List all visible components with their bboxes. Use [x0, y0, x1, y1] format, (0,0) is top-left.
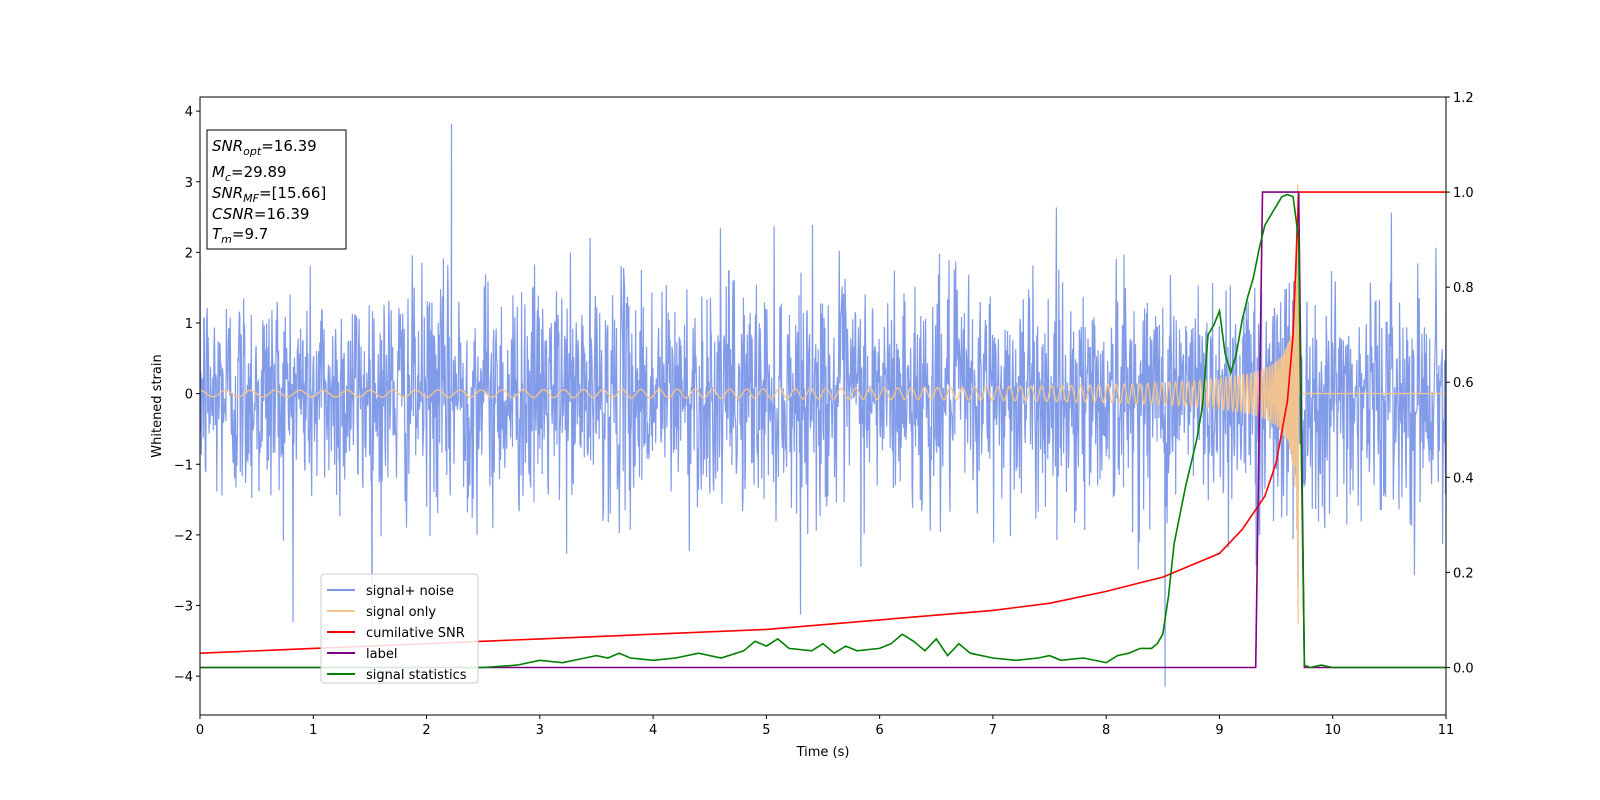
x-axis-label: Time (s) [796, 745, 850, 760]
x-tick: 2 [422, 715, 431, 738]
x-tick: 4 [649, 715, 657, 738]
y-tick: −2 [174, 529, 200, 544]
x-tick: 9 [1215, 715, 1224, 738]
legend-label: signal statistics [366, 668, 467, 683]
x-tick: 6 [875, 715, 884, 738]
x-tick-label: 11 [1438, 723, 1455, 738]
legend-label: cumilative SNR [366, 626, 465, 641]
legend-item: signal only [327, 605, 436, 620]
y2-tick: 1.0 [1446, 186, 1474, 201]
y2-tick: 1.2 [1446, 91, 1474, 106]
y-tick: 2 [185, 246, 200, 261]
y-tick: −4 [174, 670, 200, 685]
x-tick: 8 [1102, 715, 1110, 738]
x-tick-label: 2 [422, 723, 430, 738]
series-signal-statistics [200, 193, 1446, 669]
y2-tick: 0.2 [1446, 566, 1474, 581]
x-tick-label: 10 [1324, 723, 1341, 738]
info-box: SNRopt=16.39 Mc=29.89 SNRMF=[15.66] CSNR… [206, 129, 347, 250]
info-mc: Mc=29.89 [212, 163, 287, 184]
info-snr-opt: SNRopt=16.39 [212, 137, 317, 158]
y-tick: 1 [185, 317, 200, 332]
y-tick-label: −1 [174, 458, 193, 473]
x-tick-label: 1 [309, 723, 317, 738]
y-tick: 3 [185, 176, 200, 191]
y2-tick-label: 0.8 [1453, 281, 1474, 296]
legend-item: cumilative SNR [327, 626, 465, 641]
y2-tick: 0.8 [1446, 281, 1474, 296]
y-tick: 0 [185, 388, 200, 403]
y2-tick-label: 0.6 [1453, 376, 1474, 391]
legend-item: signal+ noise [327, 584, 454, 599]
legend-label: signal+ noise [366, 584, 454, 599]
x-tick-label: 6 [875, 723, 883, 738]
legend-label: signal only [366, 605, 436, 620]
x-tick-label: 9 [1215, 723, 1223, 738]
y2-tick-label: 0.4 [1453, 471, 1474, 486]
info-tm: Tm=9.7 [212, 225, 268, 246]
legend-item: signal statistics [327, 668, 467, 683]
x-tick-label: 8 [1102, 723, 1110, 738]
legend-label: label [366, 647, 397, 662]
info-snr-mf: SNRMF=[15.66] [212, 184, 326, 205]
x-tick: 7 [989, 715, 997, 738]
series-cumulative-snr [200, 191, 1446, 654]
y2-tick-label: 1.2 [1453, 91, 1474, 106]
y2-tick: 0.4 [1446, 471, 1474, 486]
plot-frame [199, 96, 1447, 716]
x-tick-label: 5 [762, 723, 770, 738]
y-tick-label: 4 [185, 105, 193, 120]
x-tick: 3 [536, 715, 544, 738]
x-tick-label: 3 [536, 723, 544, 738]
y-tick-label: 1 [185, 317, 193, 332]
series-label [200, 191, 1446, 669]
x-tick-label: 0 [196, 723, 204, 738]
y-tick-label: 0 [185, 388, 193, 403]
y2-tick: 0.0 [1446, 661, 1474, 676]
y-tick: −1 [174, 458, 200, 473]
y-tick-label: 2 [185, 246, 193, 261]
y-tick-label: −3 [174, 600, 193, 615]
y2-tick-label: 0.2 [1453, 566, 1474, 581]
y-tick: 4 [185, 105, 200, 120]
x-tick: 0 [196, 715, 204, 738]
y-axis-label: Whitened strain [150, 354, 165, 457]
y2-tick: 0.6 [1446, 376, 1474, 391]
y-tick-label: −4 [174, 670, 193, 685]
x-tick-label: 4 [649, 723, 657, 738]
legend-item: label [327, 647, 397, 662]
series-signal-only [200, 184, 1446, 624]
x-tick-label: 7 [989, 723, 997, 738]
y2-tick-label: 1.0 [1453, 186, 1474, 201]
y-tick-label: 3 [185, 176, 193, 191]
legend: signal+ noise signal only cumilative SNR la… [320, 573, 479, 684]
y-tick-label: −2 [174, 529, 193, 544]
x-tick: 11 [1438, 715, 1455, 738]
x-tick: 10 [1324, 715, 1341, 738]
info-csnr: CSNR=16.39 [212, 205, 309, 223]
y-tick: −3 [174, 600, 200, 615]
x-tick: 1 [309, 715, 317, 738]
y2-tick-label: 0.0 [1453, 661, 1474, 676]
x-tick: 5 [762, 715, 771, 738]
